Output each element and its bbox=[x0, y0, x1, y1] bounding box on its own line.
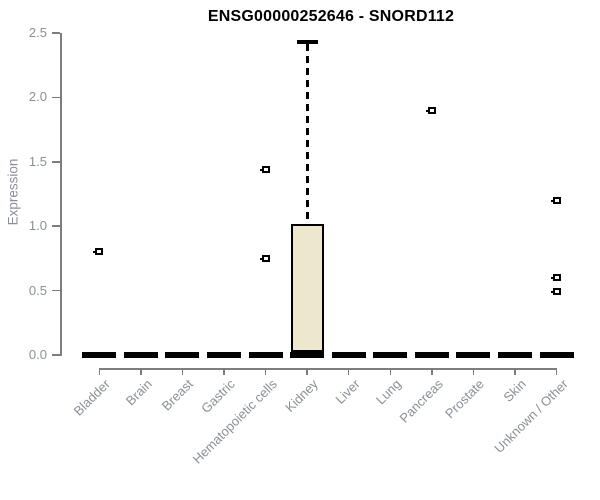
x-tick-mark bbox=[140, 368, 142, 375]
x-axis-line bbox=[98, 368, 558, 370]
x-tick-mark bbox=[181, 368, 184, 375]
boxplot-median bbox=[498, 352, 532, 358]
outlier-point bbox=[425, 106, 436, 114]
boxplot-median bbox=[207, 352, 241, 358]
outlier-point-nub bbox=[550, 277, 554, 280]
x-tick-mark bbox=[472, 368, 475, 375]
boxplot-median bbox=[290, 352, 325, 358]
outlier-point bbox=[550, 288, 561, 296]
outlier-point-nub bbox=[550, 291, 554, 294]
x-tick-mark bbox=[555, 368, 558, 375]
x-tick-mark bbox=[514, 368, 516, 375]
y-axis-line bbox=[60, 33, 62, 356]
y-tick-label: 1.5 bbox=[28, 153, 47, 169]
whisker-cap bbox=[296, 40, 318, 44]
boxplot-median bbox=[414, 352, 449, 358]
outlier-point bbox=[93, 248, 104, 256]
boxplot-median bbox=[82, 352, 117, 358]
y-tick-mark bbox=[52, 96, 60, 99]
y-tick-mark bbox=[52, 161, 60, 163]
boxplot-median bbox=[331, 352, 366, 358]
y-tick-label: 2.5 bbox=[28, 25, 47, 40]
boxplot-median bbox=[456, 352, 491, 358]
chart-title: ENSG00000252646 - SNORD112 bbox=[207, 8, 455, 25]
boxplot-median bbox=[373, 352, 408, 358]
outlier-point bbox=[550, 196, 561, 204]
outlier-point bbox=[259, 254, 270, 262]
y-tick-label: 2.0 bbox=[28, 89, 47, 105]
y-tick-mark bbox=[52, 225, 60, 227]
y-tick-label: 0.0 bbox=[28, 347, 47, 362]
y-tick-label: 0.5 bbox=[28, 282, 47, 298]
outlier-point bbox=[259, 166, 270, 174]
boxplot-median bbox=[248, 352, 283, 358]
whisker-line bbox=[305, 44, 309, 224]
x-tick-mark bbox=[223, 368, 225, 375]
outlier-point bbox=[550, 274, 561, 282]
y-tick-mark bbox=[52, 289, 60, 292]
x-tick-mark bbox=[389, 368, 392, 375]
x-tick-mark bbox=[264, 368, 267, 375]
x-tick-mark bbox=[98, 368, 101, 375]
x-tick-mark bbox=[431, 368, 433, 375]
outlier-point-nub bbox=[93, 251, 97, 254]
y-tick-mark bbox=[52, 354, 60, 356]
x-tick-mark bbox=[306, 368, 308, 375]
y-tick-mark bbox=[52, 32, 60, 34]
y-tick-label: 1.0 bbox=[28, 218, 47, 234]
outlier-point-nub bbox=[550, 199, 554, 202]
outlier-point-nub bbox=[259, 257, 263, 260]
x-tick-mark bbox=[347, 368, 350, 375]
boxplot-box bbox=[290, 223, 324, 353]
boxplot-median bbox=[165, 352, 200, 358]
outlier-point-nub bbox=[425, 109, 429, 112]
outlier-point-nub bbox=[259, 169, 263, 172]
boxplot-median bbox=[539, 352, 574, 358]
boxplot-median bbox=[123, 352, 158, 358]
